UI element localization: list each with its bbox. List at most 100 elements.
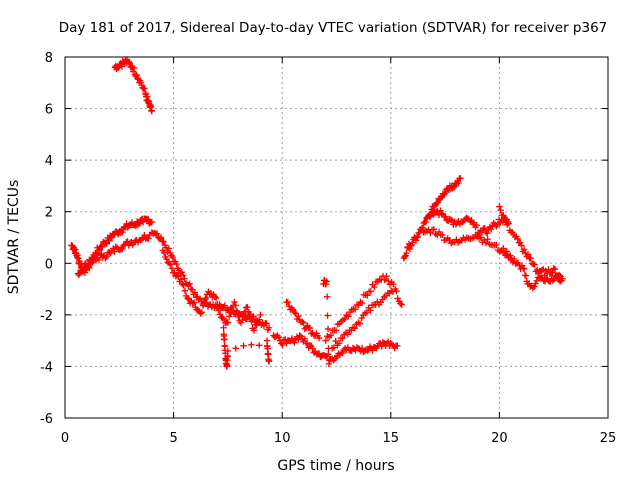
data-point <box>355 301 362 309</box>
data-point <box>246 310 254 318</box>
data-point <box>390 280 397 288</box>
data-point <box>163 255 170 263</box>
data-point <box>103 253 110 260</box>
data-point <box>455 179 462 187</box>
data-point <box>232 345 239 352</box>
data-point <box>345 313 352 320</box>
x-tick-label: 10 <box>274 431 291 446</box>
data-point <box>524 251 532 258</box>
data-point <box>426 213 434 221</box>
data-point <box>180 281 187 289</box>
data-point <box>484 236 491 243</box>
x-tick-label: 20 <box>491 431 508 446</box>
x-tick-label: 5 <box>169 431 177 446</box>
data-point <box>379 339 387 346</box>
data-point <box>504 250 511 258</box>
data-point <box>291 308 298 316</box>
data-point <box>212 294 220 302</box>
data-point <box>298 318 306 326</box>
data-point <box>306 324 314 332</box>
data-point <box>323 278 330 285</box>
data-point <box>533 277 540 285</box>
data-point <box>406 245 414 253</box>
data-point <box>160 238 167 245</box>
data-point <box>240 342 247 349</box>
data-point <box>325 360 333 368</box>
data-point <box>309 345 316 352</box>
data-point <box>126 60 133 67</box>
data-point <box>189 300 196 307</box>
data-point <box>228 306 236 314</box>
axis-ticks: 0 5 10 15 20 25 -6 -4 -2 0 2 4 6 8 <box>40 51 616 446</box>
data-point <box>381 276 388 284</box>
data-point <box>254 319 262 326</box>
data-point <box>384 277 392 285</box>
data-point <box>215 307 222 314</box>
data-point <box>323 293 331 300</box>
data-point <box>518 242 525 249</box>
data-point <box>510 255 518 263</box>
data-point <box>534 274 542 281</box>
data-point <box>275 333 282 341</box>
x-axis-label: GPS time / hours <box>277 458 394 474</box>
data-point <box>95 256 103 264</box>
data-point <box>145 235 152 242</box>
data-point <box>216 311 224 318</box>
data-point <box>451 183 458 191</box>
data-point <box>248 318 255 325</box>
data-point <box>414 233 421 241</box>
data-point <box>371 283 378 291</box>
data-point <box>119 245 126 253</box>
data-point <box>383 272 390 280</box>
plot-frame <box>64 56 609 419</box>
data-point <box>191 289 199 296</box>
y-tick-label: -6 <box>40 412 53 427</box>
data-point <box>430 226 438 233</box>
data-point <box>351 325 358 332</box>
data-point <box>324 325 332 333</box>
data-point <box>194 306 202 314</box>
data-point <box>394 295 401 302</box>
data-point <box>255 342 263 349</box>
data-point <box>339 349 346 357</box>
data-point <box>244 303 251 311</box>
data-point <box>335 340 343 347</box>
data-point <box>181 275 188 282</box>
data-point <box>388 341 396 348</box>
y-tick-label: -4 <box>40 360 53 375</box>
data-point <box>514 235 521 243</box>
data-point <box>224 319 232 326</box>
data-point <box>555 276 563 284</box>
data-point <box>231 298 238 306</box>
data-point <box>221 335 228 343</box>
data-point <box>111 248 118 255</box>
data-point <box>178 268 186 276</box>
data-point <box>439 231 446 239</box>
data-point <box>344 331 351 338</box>
y-tick-label: 8 <box>45 51 53 66</box>
data-point <box>538 266 546 274</box>
data-point <box>284 298 292 306</box>
data-point <box>557 278 564 285</box>
data-point <box>221 302 229 309</box>
data-point <box>219 314 226 322</box>
data-point <box>549 269 556 276</box>
data-point <box>133 71 140 79</box>
data-point <box>496 203 503 210</box>
data-point <box>160 249 168 256</box>
data-points <box>68 56 566 370</box>
data-point <box>482 239 490 247</box>
data-point <box>327 332 335 339</box>
data-point <box>279 341 286 349</box>
y-tick-label: -2 <box>40 309 53 324</box>
data-point <box>325 345 332 352</box>
data-point <box>484 229 491 237</box>
data-point <box>501 214 508 222</box>
data-point <box>306 341 314 349</box>
data-point <box>173 260 180 268</box>
data-point <box>315 334 323 342</box>
data-point <box>198 309 206 316</box>
data-point <box>119 228 126 236</box>
data-point <box>412 237 420 244</box>
